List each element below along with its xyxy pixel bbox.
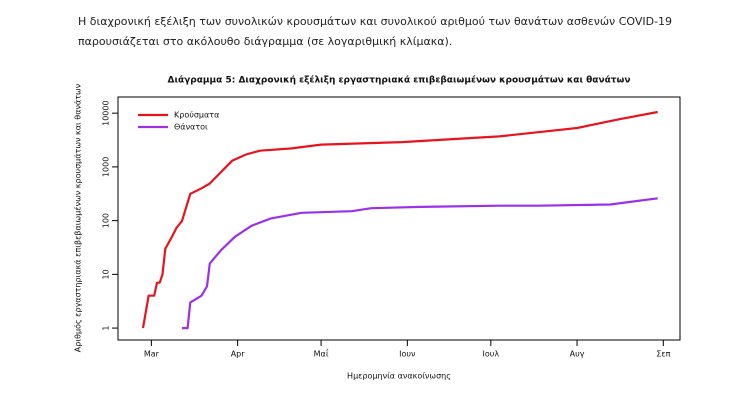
y-axis-label: Αριθμός εργαστηριακά επιβεβαιωμένων κρου… [73,83,83,352]
series-line [182,197,658,330]
x-tick-label: Ιουλ [482,350,499,359]
legend-label: Θάνατοι [174,123,208,132]
plot-frame [117,96,681,341]
y-tick-label: 10 [102,269,111,279]
legend-label: Κρούσματα [174,110,219,120]
chart-title: Διάγραμμα 5: Διαχρονική εξέλιξη εργαστηρ… [167,75,630,86]
series-line [141,110,658,329]
x-tick-label: Σεπ [656,350,670,359]
x-tick-label: Mar [144,350,160,359]
x-tick-label: Αυγ [570,350,585,359]
x-tick-label: Ιουν [399,350,416,359]
x-tick-label: Μαΐ [314,348,329,359]
y-tick-label: 10000 [102,100,111,125]
x-axis-label: Ημερομηνία ανακοίνωσης [347,372,451,381]
y-tick-label: 100 [102,213,111,228]
paragraph: Η διαχρονική εξέλιξη των συνολικών κρουσ… [78,15,673,48]
y-tick-label: 1000 [102,157,111,177]
y-tick-label: 1 [102,326,111,331]
x-tick-label: Apr [231,350,246,359]
